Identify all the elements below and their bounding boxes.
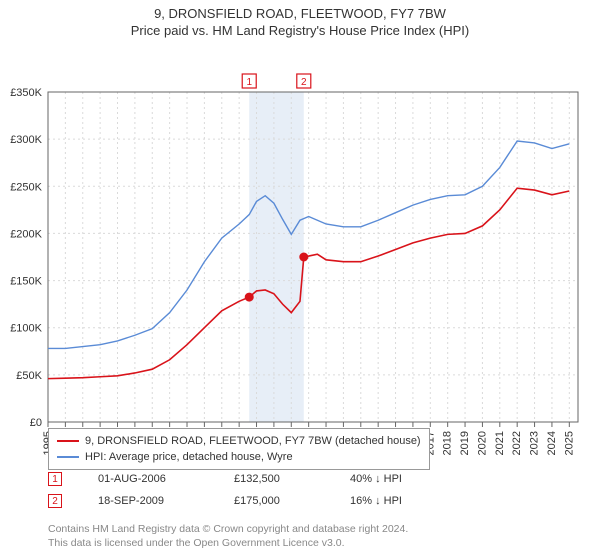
- svg-text:£200K: £200K: [10, 228, 42, 240]
- plot-border: [48, 92, 578, 422]
- sale-date: 18-SEP-2009: [98, 495, 198, 507]
- footer-attribution: Contains HM Land Registry data © Crown c…: [48, 522, 408, 550]
- chart-subtitle: Price paid vs. HM Land Registry's House …: [0, 23, 600, 38]
- legend-row: 9, DRONSFIELD ROAD, FLEETWOOD, FY7 7BW (…: [57, 433, 421, 449]
- sale-marker-box: 1: [48, 472, 62, 486]
- svg-text:2021: 2021: [494, 431, 506, 455]
- sale-price: £175,000: [234, 495, 314, 507]
- x-tick: 2019: [459, 431, 471, 455]
- sale-row: 2 18-SEP-2009 £175,000 16% ↓ HPI: [48, 494, 568, 508]
- footer-line2: This data is licensed under the Open Gov…: [48, 536, 408, 550]
- svg-text:£350K: £350K: [10, 87, 42, 99]
- title-block: 9, DRONSFIELD ROAD, FLEETWOOD, FY7 7BW P…: [0, 0, 600, 38]
- header-marker: 1: [242, 74, 256, 88]
- svg-text:2024: 2024: [546, 431, 558, 455]
- svg-text:£0: £0: [30, 417, 42, 429]
- svg-text:2023: 2023: [529, 431, 541, 455]
- x-tick: 2022: [511, 431, 523, 455]
- y-tick: £350K: [10, 87, 42, 99]
- legend-label: HPI: Average price, detached house, Wyre: [85, 451, 293, 463]
- sale-hpi-diff: 16% ↓ HPI: [350, 495, 402, 507]
- svg-text:2022: 2022: [511, 431, 523, 455]
- svg-text:£150K: £150K: [10, 276, 42, 288]
- y-tick: £150K: [10, 276, 42, 288]
- legend-row: HPI: Average price, detached house, Wyre: [57, 449, 421, 465]
- svg-text:£300K: £300K: [10, 134, 42, 146]
- legend: 9, DRONSFIELD ROAD, FLEETWOOD, FY7 7BW (…: [48, 428, 430, 470]
- y-tick: £0: [30, 417, 42, 429]
- line-chart: £0£50K£100K£150K£200K£250K£300K£350K1995…: [0, 38, 600, 458]
- svg-text:1: 1: [246, 77, 252, 88]
- svg-text:2019: 2019: [459, 431, 471, 455]
- sale-marker-dot: [299, 253, 308, 262]
- sale-price: £132,500: [234, 473, 314, 485]
- y-tick: £50K: [16, 370, 42, 382]
- chart-container: 9, DRONSFIELD ROAD, FLEETWOOD, FY7 7BW P…: [0, 0, 600, 560]
- svg-text:2025: 2025: [563, 431, 575, 455]
- sale-marker-box: 2: [48, 494, 62, 508]
- shaded-band: [249, 92, 304, 422]
- svg-text:2020: 2020: [476, 431, 488, 455]
- svg-text:2: 2: [301, 77, 307, 88]
- svg-text:£250K: £250K: [10, 181, 42, 193]
- footer-line1: Contains HM Land Registry data © Crown c…: [48, 522, 408, 536]
- x-tick: 2018: [442, 431, 454, 455]
- sale-marker-dot: [245, 293, 254, 302]
- y-tick: £250K: [10, 181, 42, 193]
- legend-swatch: [57, 456, 79, 458]
- x-tick: 2020: [476, 431, 488, 455]
- x-tick: 2023: [529, 431, 541, 455]
- y-tick: £300K: [10, 134, 42, 146]
- sale-date: 01-AUG-2006: [98, 473, 198, 485]
- x-tick: 2025: [563, 431, 575, 455]
- x-tick: 2021: [494, 431, 506, 455]
- x-tick: 2024: [546, 431, 558, 455]
- legend-label: 9, DRONSFIELD ROAD, FLEETWOOD, FY7 7BW (…: [85, 435, 421, 447]
- svg-text:£50K: £50K: [16, 370, 42, 382]
- svg-text:£100K: £100K: [10, 323, 42, 335]
- sale-hpi-diff: 40% ↓ HPI: [350, 473, 402, 485]
- legend-swatch: [57, 440, 79, 442]
- header-marker: 2: [297, 74, 311, 88]
- y-tick: £100K: [10, 323, 42, 335]
- svg-text:2018: 2018: [442, 431, 454, 455]
- chart-title-address: 9, DRONSFIELD ROAD, FLEETWOOD, FY7 7BW: [0, 6, 600, 21]
- y-tick: £200K: [10, 228, 42, 240]
- sale-row: 1 01-AUG-2006 £132,500 40% ↓ HPI: [48, 472, 568, 486]
